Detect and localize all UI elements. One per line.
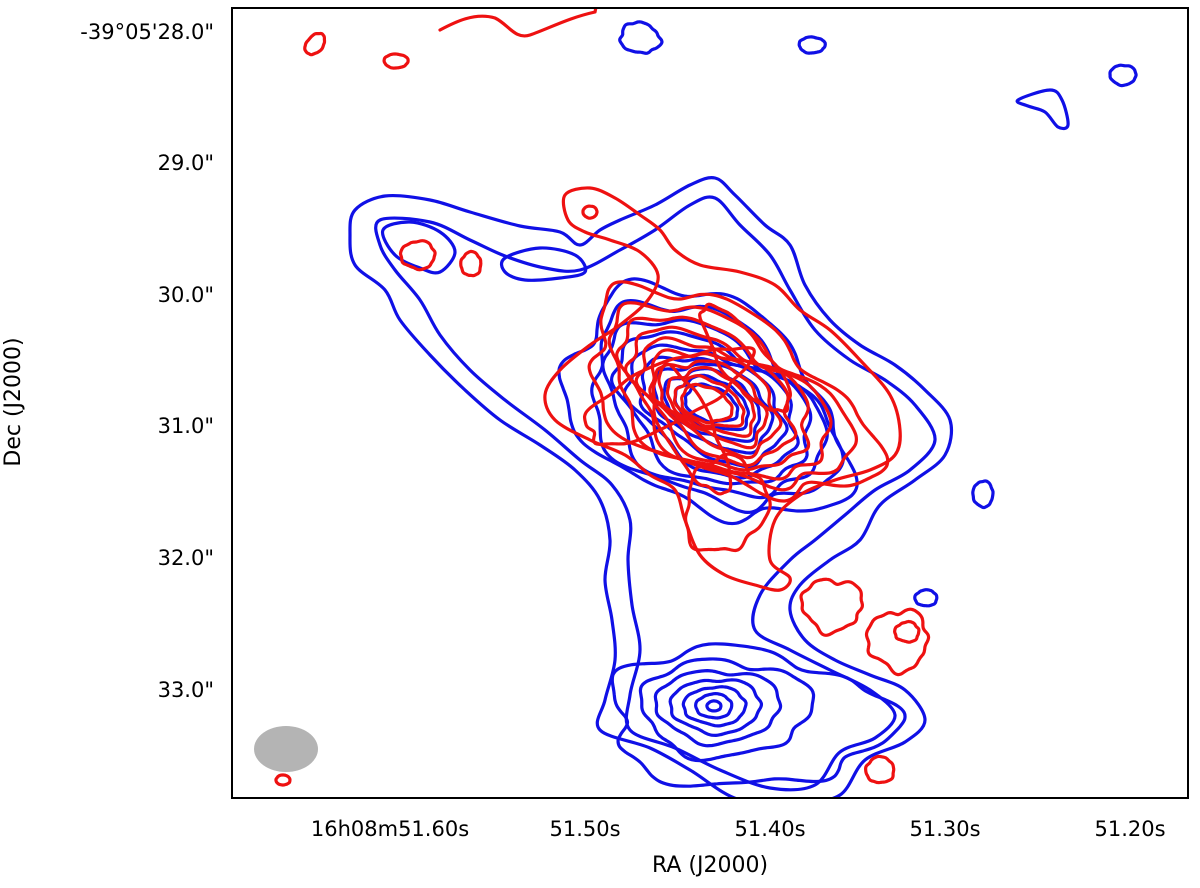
x-axis-ticks: 16h08m51.60s 51.50s 51.40s 51.30s 51.20s [311, 817, 1166, 841]
beam-ellipse [254, 726, 318, 772]
plot-frame [231, 7, 1189, 799]
blue-contour-south-7 [705, 699, 723, 713]
blue-contour-south-2 [638, 657, 816, 763]
red-contour-south-lobe [799, 577, 864, 637]
red-contour-10 [672, 374, 746, 428]
red-contour-2 [587, 280, 890, 503]
red-contour-island [398, 239, 437, 272]
plot-area [254, 8, 1138, 798]
red-contour-island [274, 773, 292, 787]
blue-contour-island [1108, 63, 1138, 88]
y-axis-ticks: -39°05'28.0" 29.0" 30.0" 31.0" 32.0" 33.0" [80, 20, 214, 702]
red-contour-3 [607, 301, 858, 492]
blue-contour-south-5 [681, 685, 748, 728]
red-contour-south-lobe [893, 619, 921, 644]
y-tick-label: -39°05'28.0" [80, 20, 214, 44]
red-contour-8 [657, 359, 769, 450]
red-contour-6 [634, 336, 798, 468]
x-tick-label: 51.40s [734, 817, 805, 841]
blue-contour-3 [557, 277, 859, 526]
red-contour-south-lobe [864, 607, 931, 677]
y-tick-label: 31.0" [158, 414, 214, 438]
y-axis-label: Dec (J2000) [1, 337, 26, 466]
blue-contour-outer [348, 176, 954, 798]
red-contour-5 [623, 325, 811, 472]
red-contour-lobe [698, 302, 792, 414]
red-contour-edge [438, 8, 598, 38]
blue-contour-8 [638, 355, 789, 469]
red-contour-outer [543, 186, 902, 592]
x-tick-label: 51.20s [1094, 817, 1165, 841]
x-tick-label: 51.50s [549, 817, 620, 841]
blue-contour-island [1015, 88, 1070, 131]
red-contours [274, 8, 931, 787]
blue-contour-south-1 [610, 642, 907, 788]
blue-contour-island [618, 20, 664, 55]
red-contour-7 [648, 348, 783, 460]
blue-contour-island [913, 588, 939, 608]
red-contour-south-lobe [864, 754, 896, 785]
red-contour-island [303, 31, 327, 57]
blue-contour-island [797, 35, 827, 55]
blue-contour-10 [662, 367, 762, 443]
blue-contour-island [971, 479, 995, 510]
red-contour-4 [615, 315, 833, 481]
blue-contour-south-6 [694, 692, 734, 720]
red-contour-island [459, 249, 483, 278]
blue-contour-inner-loop [499, 246, 588, 282]
red-contour-lobe [651, 362, 733, 496]
blue-contour-inner-loop [380, 220, 457, 275]
x-tick-label: 51.30s [909, 817, 980, 841]
red-contour-lobe [582, 346, 756, 446]
blue-contour-south-3 [653, 669, 783, 748]
y-tick-label: 29.0" [158, 151, 214, 175]
x-tick-label: 16h08m51.60s [311, 817, 469, 841]
y-tick-label: 32.0" [158, 546, 214, 570]
blue-contour-2 [374, 195, 937, 792]
x-axis-label: RA (J2000) [652, 853, 768, 878]
red-contour-island [581, 204, 599, 220]
red-contour-island [382, 52, 410, 70]
y-tick-label: 30.0" [158, 283, 214, 307]
blue-contour-south-4 [668, 678, 764, 737]
red-contour-south-lobe [683, 452, 772, 553]
y-tick-label: 33.0" [158, 678, 214, 702]
